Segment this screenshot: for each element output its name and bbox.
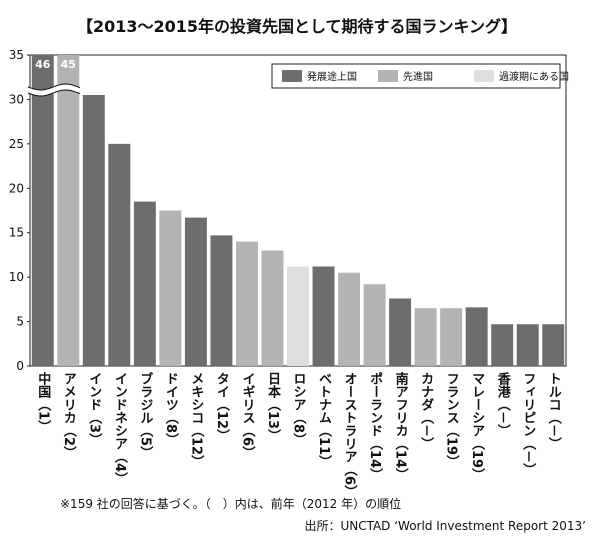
x-tick-label: オーストラリア（6） — [342, 372, 359, 498]
bar — [261, 250, 284, 366]
x-tick-label: ベトナム（11） — [316, 372, 333, 468]
y-tick-label: 15 — [9, 226, 24, 240]
x-tick-label: アメリカ（2） — [61, 372, 78, 459]
x-tick-label: イギリス（6） — [239, 372, 256, 459]
bar — [287, 266, 309, 366]
legend-swatch — [378, 70, 398, 82]
bar — [440, 308, 463, 366]
bar — [57, 55, 80, 366]
y-tick-label: 30 — [9, 92, 24, 106]
axis-break-edge — [27, 83, 81, 91]
legend-swatch — [282, 70, 302, 82]
y-tick-label: 20 — [9, 181, 24, 195]
x-tick-label: 香港（－） — [495, 371, 512, 437]
x-tick-label: メキシコ（12） — [188, 372, 205, 468]
x-tick-label: 中国（1） — [35, 371, 52, 433]
x-tick-label: タイ（12） — [214, 372, 231, 442]
x-tick-label: フランス（19） — [444, 372, 461, 468]
bar — [542, 324, 565, 366]
bar — [184, 217, 207, 366]
source: 出所：UNCTAD ‘World Investment Report 2013’ — [304, 519, 586, 533]
x-tick-label: ブラジル（5） — [137, 371, 154, 459]
y-tick-label: 25 — [9, 137, 24, 151]
bar — [414, 308, 437, 366]
x-tick-label: インドネシア（4） — [112, 372, 129, 485]
legend-label: 発展途上国 — [307, 70, 357, 83]
bar — [516, 324, 539, 366]
x-tick-label: トルコ（－） — [546, 372, 563, 450]
x-tick-label: ロシア（8） — [291, 372, 308, 446]
bar — [31, 55, 54, 366]
legend-box — [271, 63, 561, 89]
x-tick-label: フィリピン（－） — [520, 372, 537, 476]
axis-break-edge — [27, 89, 81, 97]
x-tick-label: インド（3） — [86, 372, 103, 446]
bar — [338, 272, 361, 366]
axis-break — [27, 83, 81, 96]
legend-label: 過渡期にある国 — [499, 70, 569, 83]
legend-swatch — [474, 70, 494, 82]
bar — [491, 324, 514, 366]
x-tick-label: 南アフリカ（14） — [393, 371, 410, 481]
note: ※159 社の回答に基づく。（ ）内は、前年（2012 年）の順位 — [60, 496, 401, 511]
bar — [210, 235, 233, 366]
y-tick-label: 10 — [9, 270, 24, 284]
y-tick-label: 35 — [9, 48, 24, 62]
bar — [465, 307, 488, 366]
y-tick-label: 5 — [16, 315, 24, 329]
bar — [82, 94, 105, 366]
legend-label: 先進国 — [403, 71, 433, 83]
bar — [133, 201, 156, 366]
bar — [108, 143, 131, 366]
x-tick-label: 日本（13） — [265, 372, 282, 442]
value-label: 46 — [35, 58, 51, 71]
x-tick-label: ポーランド（14） — [367, 371, 384, 481]
value-label: 45 — [61, 58, 76, 71]
bar — [389, 298, 412, 366]
x-tick-label: カナダ（－） — [418, 372, 435, 450]
x-tick-label: マレーシア（19） — [469, 372, 486, 481]
bar — [312, 266, 335, 366]
bar — [363, 284, 386, 366]
y-tick-label: 0 — [16, 359, 24, 373]
x-tick-label: ドイツ（8） — [163, 372, 180, 446]
bar — [235, 241, 258, 366]
chart-title: 【2013～2015年の投資先国として期待する国ランキング】 — [77, 17, 517, 36]
bar — [159, 210, 182, 366]
